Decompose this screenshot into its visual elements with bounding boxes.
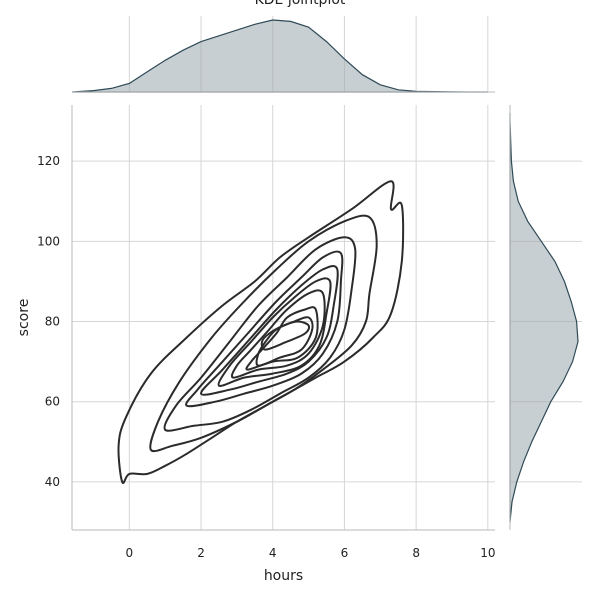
top-marginal-density	[71, 19, 488, 93]
y-tick-label: 40	[45, 475, 60, 489]
x-tick-label: 10	[480, 546, 495, 560]
kde-contour-level-5	[200, 265, 339, 396]
kde-contour-level-3	[163, 236, 357, 432]
y-tick-label: 100	[37, 234, 60, 248]
joint-plot: 0 2 4 6 8 10 40 60 80 100 120 hours score	[16, 105, 495, 584]
marginal-right	[509, 105, 582, 530]
x-tick-label: 4	[269, 546, 277, 560]
kde-contour-level-10	[260, 320, 311, 351]
kde-contour-level-2	[149, 214, 378, 453]
x-tick-label: 6	[341, 546, 349, 560]
joint-grid	[72, 105, 495, 530]
y-ticks: 40 60 80 100 120	[37, 154, 60, 489]
kde-contour-level-1	[117, 180, 405, 484]
x-axis-label: hours	[264, 568, 303, 584]
kde-contour-level-6	[217, 277, 332, 387]
chart-title: KDE jointplot	[255, 0, 346, 8]
x-ticks: 0 2 4 6 8 10	[126, 546, 496, 560]
marginal-top	[71, 16, 495, 93]
kde-contour-level-7	[230, 289, 326, 379]
y-axis-label: score	[16, 299, 32, 337]
x-tick-label: 8	[412, 546, 420, 560]
y-tick-label: 120	[37, 154, 60, 168]
y-tick-label: 60	[45, 395, 60, 409]
y-tick-label: 80	[45, 315, 60, 329]
x-tick-label: 2	[197, 546, 205, 560]
kde-contours	[117, 180, 405, 484]
x-tick-label: 0	[126, 546, 134, 560]
right-marginal-density	[509, 113, 579, 523]
kde-contour-level-4	[185, 250, 344, 408]
